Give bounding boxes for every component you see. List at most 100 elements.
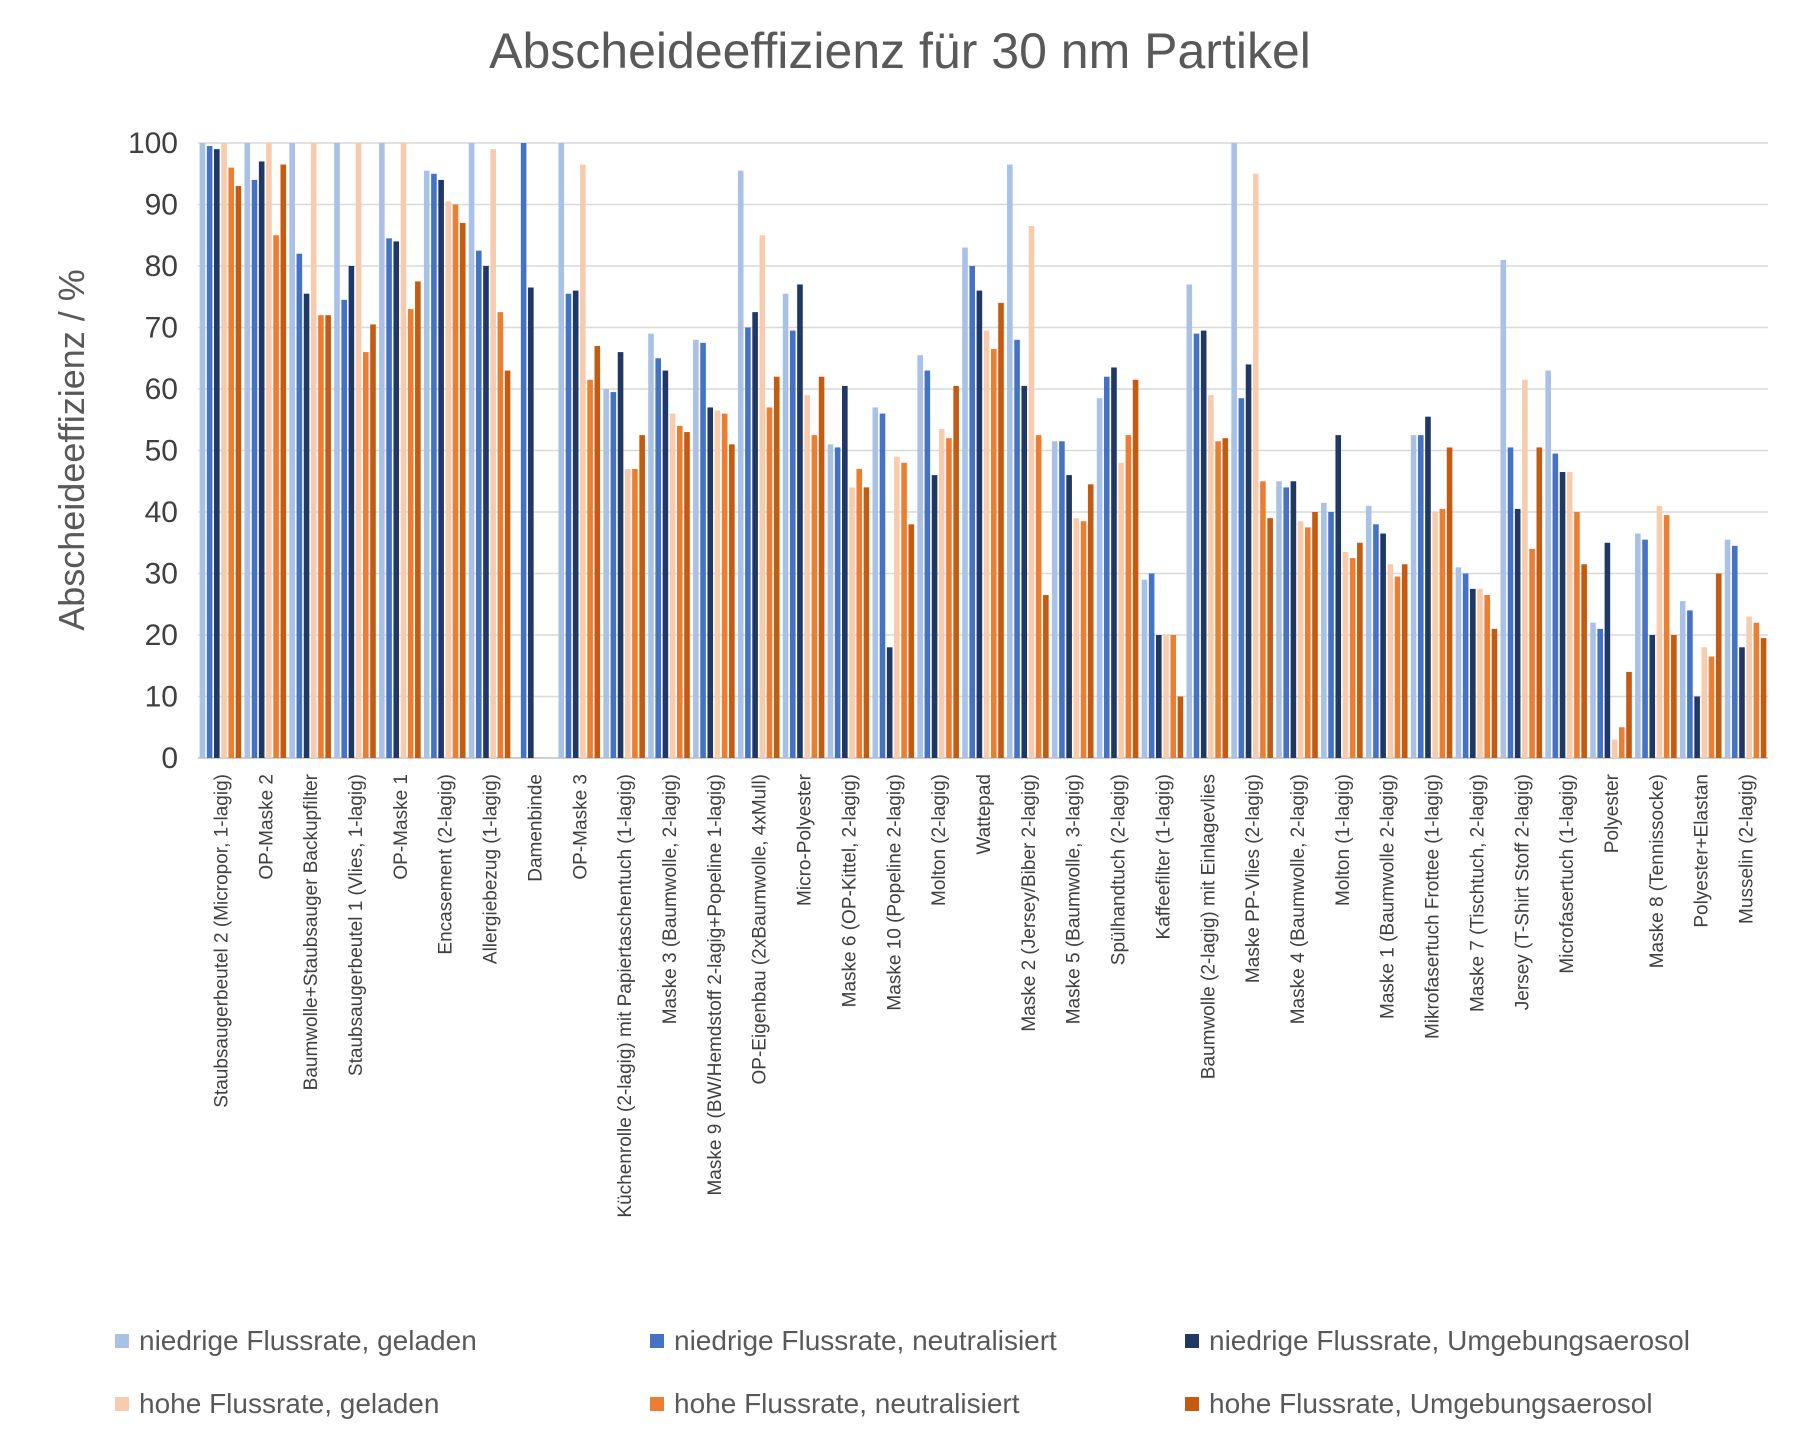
- bar: [632, 468, 638, 758]
- bar: [423, 170, 430, 759]
- y-tick-label: 10: [145, 681, 178, 714]
- bar: [1484, 595, 1491, 758]
- chart-title: Abscheideeffizienz für 30 nm Partikel: [489, 23, 1311, 79]
- bar: [721, 413, 728, 758]
- bar: [1679, 601, 1686, 758]
- bar: [244, 143, 251, 758]
- bar: [1559, 472, 1566, 758]
- bar: [1125, 435, 1132, 758]
- bar: [497, 312, 504, 758]
- bar: [303, 293, 310, 758]
- bar: [953, 385, 959, 758]
- x-tick-label: Micro-Polyester: [795, 773, 816, 906]
- bar: [1141, 579, 1148, 758]
- bar: [1455, 567, 1462, 758]
- bar: [475, 250, 482, 758]
- bar: [766, 407, 773, 758]
- bar: [1462, 573, 1469, 758]
- bar: [1491, 628, 1498, 758]
- bar: [587, 379, 593, 758]
- bar: [1701, 647, 1708, 758]
- bar: [483, 266, 489, 758]
- bar: [886, 647, 893, 758]
- bar: [325, 315, 331, 758]
- bar: [901, 462, 907, 758]
- bar: [1446, 447, 1453, 758]
- x-tick-label: Spülhandtuch (2-lagig): [1109, 774, 1130, 965]
- bar: [737, 170, 744, 759]
- bar: [431, 173, 437, 758]
- gridlines: [198, 142, 1768, 759]
- bar: [1477, 588, 1483, 758]
- x-tick-label: Baumwolle+Staubsauger Backupfilter: [301, 773, 322, 1090]
- bar: [1156, 635, 1162, 758]
- x-tick-label: Jersey (T-Shirt Stoff 2-lagig): [1512, 774, 1533, 1010]
- bar: [1626, 671, 1632, 758]
- bar: [1746, 616, 1752, 758]
- bar: [946, 438, 952, 758]
- bar: [1328, 512, 1334, 758]
- bar: [684, 432, 690, 758]
- x-tick-label: Maske 4 (Baumwolle, 2-lagig): [1288, 774, 1309, 1024]
- x-tick-label: Kaffeefilter (1-lagig): [1153, 774, 1174, 939]
- x-tick-label: Molton (1-lagig): [1333, 774, 1354, 906]
- bar: [400, 143, 407, 758]
- bar: [773, 376, 780, 758]
- bar: [1132, 379, 1139, 758]
- bar: [804, 395, 810, 758]
- bar: [1536, 447, 1543, 758]
- bar: [1186, 284, 1193, 758]
- x-tick-label: Wattepad: [974, 774, 995, 855]
- y-tick-label: 0: [161, 742, 178, 775]
- bar: [459, 222, 466, 758]
- bar: [1321, 502, 1327, 758]
- bar: [1470, 588, 1476, 758]
- bar: [1760, 638, 1767, 758]
- bar: [310, 143, 317, 758]
- bar: [1170, 635, 1177, 758]
- bar: [1500, 259, 1507, 758]
- bar: [1238, 398, 1245, 758]
- bar: [1731, 545, 1738, 758]
- bar: [849, 487, 855, 758]
- bar: [991, 349, 997, 758]
- bar: [1028, 226, 1035, 758]
- bar: [1035, 435, 1042, 758]
- x-tick-label: OP-Eigenbau (2xBaumwolle, 4xMull): [750, 774, 771, 1084]
- bar: [1545, 370, 1551, 758]
- bar: [1417, 435, 1424, 758]
- bar: [693, 339, 699, 758]
- bar: [759, 235, 766, 758]
- bar: [1439, 508, 1446, 758]
- x-tick-label: Staubsaugerbeutel 1 (Vlies, 1-lagig): [346, 774, 367, 1076]
- bar: [1753, 622, 1760, 758]
- bar: [863, 487, 870, 758]
- bar: [251, 179, 258, 758]
- bar: [818, 376, 825, 758]
- bar: [1642, 539, 1648, 758]
- bar: [206, 146, 213, 758]
- bar: [662, 370, 669, 758]
- bar: [1096, 398, 1103, 758]
- x-tick-label: Maske 7 (Tischtuch, 2-lagig): [1467, 774, 1488, 1012]
- bar: [266, 143, 272, 758]
- x-tick-label: Polyester+Elastan: [1692, 774, 1713, 928]
- bar: [1724, 539, 1731, 758]
- bar: [1087, 484, 1094, 758]
- x-tick-label: Molton (2-lagig): [929, 774, 950, 906]
- bar: [1656, 505, 1663, 758]
- bar: [879, 413, 886, 758]
- bar: [1043, 595, 1049, 758]
- bar: [1365, 505, 1372, 758]
- bar: [1708, 656, 1715, 758]
- x-tick-label: Maske 9 (BW/Hemdstoff 2-lagig+Popeline 1…: [705, 774, 726, 1196]
- bar: [917, 355, 923, 758]
- x-tick-label: Maske 5 (Baumwolle, 3-lagig): [1064, 774, 1085, 1024]
- bar: [355, 143, 362, 758]
- bar: [341, 299, 347, 758]
- bar: [1611, 739, 1618, 758]
- bar: [827, 444, 834, 758]
- y-tick-label: 80: [145, 250, 178, 283]
- bar: [707, 407, 714, 758]
- x-tick-label: Maske 1 (Baumwolle 2-lagig): [1378, 774, 1399, 1019]
